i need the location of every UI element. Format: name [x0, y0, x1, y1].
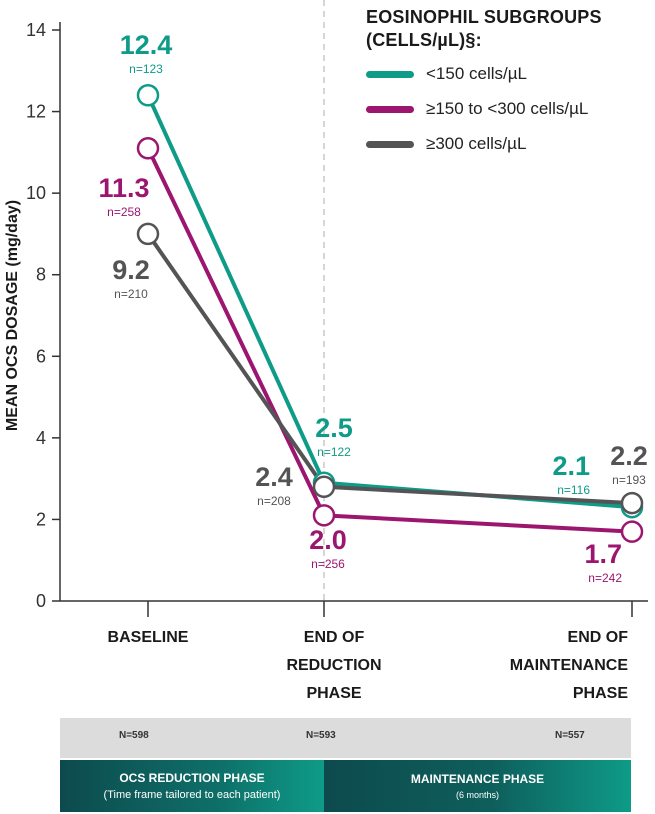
data-point	[312, 504, 336, 527]
category-label: PHASE	[573, 685, 628, 702]
category-label: PHASE	[306, 685, 361, 702]
y-axis-label: MEAN OCS DOSAGE (mg/day)	[4, 200, 21, 431]
data-point	[620, 491, 644, 515]
y-tick-label: 0	[36, 591, 46, 611]
y-tick-label: 2	[36, 509, 46, 529]
category-label: MAINTENANCE	[510, 657, 629, 674]
phase-reduction: OCS REDUCTION PHASE (Time frame tailored…	[60, 760, 324, 812]
data-value-label: 2.5	[315, 413, 353, 443]
legend-title-line-1: EOSINOPHIL SUBGROUPS	[366, 7, 602, 27]
legend-item-lt150: <150 cells/µL	[366, 61, 651, 87]
data-value-label: 9.2	[112, 255, 150, 285]
legend-swatch-gte300	[366, 140, 414, 148]
y-tick-label: 8	[36, 265, 46, 285]
legend: EOSINOPHIL SUBGROUPS (CELLS/µL)§: <150 c…	[366, 6, 651, 157]
phase-maintenance-title: MAINTENANCE PHASE	[410, 772, 545, 786]
data-n-label: n=193	[612, 473, 646, 487]
data-n-label: n=256	[311, 557, 345, 571]
ocs-dosage-line-chart: 0 2 4 6 8 10 12 14 MEAN OCS DOSAGE (mg/day) BASEL…	[4, 0, 648, 702]
legend-item-150-300: ≥150 to <300 cells/µL	[366, 96, 651, 122]
data-point	[136, 222, 160, 246]
data-point	[620, 520, 644, 543]
legend-item-gte300: ≥300 cells/µL	[366, 131, 651, 157]
data-value-label: 11.3	[98, 173, 149, 203]
legend-swatch-lt150	[366, 70, 414, 78]
category-label: REDUCTION	[286, 657, 381, 674]
sample-size-bar: N=598 N=593 N=557	[60, 718, 631, 758]
data-point	[136, 84, 160, 107]
data-n-label: n=210	[114, 287, 148, 301]
legend-swatch-150-300	[366, 105, 414, 113]
data-value-label: 2.1	[552, 451, 590, 481]
phase-maintenance: MAINTENANCE PHASE (6 months)	[324, 760, 631, 812]
data-n-label: n=258	[107, 205, 141, 219]
data-point	[312, 475, 336, 499]
sample-size-maintenance: N=557	[555, 730, 585, 741]
data-value-label: 1.7	[584, 539, 622, 569]
legend-title: EOSINOPHIL SUBGROUPS (CELLS/µL)§:	[366, 6, 651, 52]
data-value-label: 2.4	[255, 462, 293, 492]
y-tick-label: 14	[26, 20, 46, 40]
y-tick-label: 6	[36, 346, 46, 366]
data-n-label: n=122	[317, 445, 351, 459]
phase-reduction-title: OCS REDUCTION PHASE	[119, 771, 265, 785]
data-point	[136, 137, 160, 160]
legend-label-gte300: ≥300 cells/µL	[426, 134, 527, 153]
data-n-label: n=116	[557, 483, 590, 497]
data-value-label: 2.0	[309, 525, 347, 555]
phase-bar: OCS REDUCTION PHASE (Time frame tailored…	[60, 760, 631, 812]
category-label: END OF	[304, 629, 365, 646]
category-label: END OF	[568, 629, 629, 646]
phase-reduction-subtitle: (Time frame tailored to each patient)	[103, 789, 281, 801]
data-n-label: n=123	[129, 62, 163, 76]
y-tick-label: 12	[26, 102, 46, 122]
sample-size-reduction: N=593	[306, 730, 336, 741]
data-value-label: 12.4	[120, 30, 173, 60]
data-n-label: n=208	[257, 494, 291, 508]
y-tick-label: 10	[26, 183, 46, 203]
y-tick-label: 4	[36, 428, 46, 448]
legend-title-line-2: (CELLS/µL)§:	[366, 30, 482, 50]
data-value-label: 2.2	[610, 441, 648, 471]
legend-label-150-300: ≥150 to <300 cells/µL	[426, 99, 589, 118]
data-n-label: n=242	[588, 571, 622, 585]
phase-maintenance-subtitle: (6 months)	[455, 790, 499, 800]
category-label: BASELINE	[108, 629, 189, 646]
legend-label-lt150: <150 cells/µL	[426, 64, 527, 83]
sample-size-baseline: N=598	[119, 730, 149, 741]
